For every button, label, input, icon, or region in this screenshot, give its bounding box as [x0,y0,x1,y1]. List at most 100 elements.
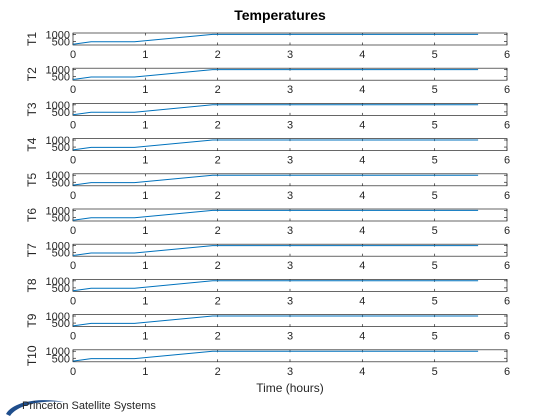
subplot-1-xtick-label: 2 [215,49,221,61]
subplot-10-series-line [72,350,479,362]
subplot-8-xtick-label: 0 [70,295,76,307]
subplot-6-xtick-label: 0 [70,225,76,237]
subplot-3-xtick-label: 6 [504,119,510,131]
subplot-2-xtick-label: 0 [70,84,76,96]
subplot-6-xtick-label: 4 [359,225,365,237]
subplot-1-ytick-label: 1000 [46,29,70,41]
subplot-9-xtick-label: 5 [432,331,438,343]
subplot-9-xtick-label: 1 [142,331,148,343]
subplot-9-xtick-label: 6 [504,331,510,343]
subplot-9-ytick-label: 500 [52,318,70,330]
subplot-6-xtick-label: 2 [215,225,221,237]
subplot-2-ytick-label: 500 [52,72,70,84]
subplot-1-ylabel: T1 [25,32,39,46]
subplot-10-xtick-label: 0 [70,366,76,378]
subplot-2-series-line [72,69,479,80]
subplot-4-xtick-label: 2 [215,155,221,167]
subplot-3-series-line [72,104,479,116]
subplot-5-xtick-label: 0 [70,190,76,202]
subplot-5-xtick-label: 5 [432,190,438,202]
subplot-5-ytick-label: 500 [52,177,70,189]
subplot-8-xtick-label: 1 [142,295,148,307]
subplot-10-xtick-label: 3 [287,366,293,378]
subplot-7-xtick-label: 3 [287,260,293,272]
subplot-3-ylabel: T3 [25,102,39,116]
subplot-4-xtick-label: 5 [432,155,438,167]
subplot-8-xtick-label: 2 [215,295,221,307]
subplot-1-xtick-label: 5 [432,49,438,61]
subplot-7-xtick-label: 0 [70,260,76,272]
subplot-6-xtick-label: 3 [287,225,293,237]
subplot-5-xtick-label: 3 [287,190,293,202]
subplot-1-xtick-label: 4 [359,49,365,61]
subplot-4-ytick-label: 1000 [46,135,70,147]
subplot-4-xtick-label: 3 [287,155,293,167]
subplot-5-ylabel: T5 [25,172,39,186]
subplot-5-xtick-label: 4 [359,190,365,202]
subplot-2-xtick-label: 4 [359,84,365,96]
subplot-5-xtick-label: 6 [504,190,510,202]
subplot-8-xtick-label: 3 [287,295,293,307]
subplot-4-xtick-label: 4 [359,155,365,167]
logo-swoosh-icon [6,400,64,416]
subplot-9-xtick-label: 3 [287,331,293,343]
subplot-3-xtick-label: 1 [142,119,148,131]
subplot-9-ytick-label: 1000 [46,311,70,323]
subplot-1-xtick-label: 3 [287,49,293,61]
subplot-10-ytick-label: 500 [52,353,70,365]
subplot-3-xtick-label: 4 [359,119,365,131]
subplot-10-xtick-label: 1 [142,366,148,378]
subplot-9-xtick-label: 0 [70,331,76,343]
logo-text: Princeton Satellite Systems [22,400,156,412]
subplot-5-xtick-label: 2 [215,190,221,202]
x-axis-label: Time (hours) [256,381,324,395]
subplot-5-ytick-label: 1000 [46,170,70,182]
subplot-5-xtick-label: 1 [142,190,148,202]
subplot-9-series-line [72,315,479,327]
subplot-1-series-line [72,33,479,45]
subplot-1-xtick-label: 1 [142,49,148,61]
subplot-7-ylabel: T7 [25,243,39,257]
subplot-7-xtick-label: 4 [359,260,365,272]
subplot-2-xtick-label: 5 [432,84,438,96]
subplot-6-ytick-label: 1000 [46,205,70,217]
subplot-2-xtick-label: 3 [287,84,293,96]
subplot-7-series-line [72,245,479,256]
subplot-6-series-line [72,209,479,221]
subplot-9-xtick-label: 2 [215,331,221,343]
subplot-3-xtick-label: 2 [215,119,221,131]
subplot-10-xtick-label: 2 [215,366,221,378]
subplot-4-ytick-label: 500 [52,142,70,154]
subplot-7-ytick-label: 500 [52,248,70,260]
subplot-10-xtick-label: 6 [504,366,510,378]
subplot-3-ytick-label: 1000 [46,100,70,112]
subplot-8-xtick-label: 4 [359,295,365,307]
subplot-9-xtick-label: 4 [359,331,365,343]
subplot-3-ytick-label: 500 [52,107,70,119]
subplot-2-ylabel: T2 [25,67,39,81]
subplot-4-ylabel: T4 [25,137,39,151]
subplot-7-xtick-label: 1 [142,260,148,272]
subplot-6-xtick-label: 6 [504,225,510,237]
subplot-10-xtick-label: 5 [432,366,438,378]
subplot-2-xtick-label: 2 [215,84,221,96]
subplot-7-xtick-label: 6 [504,260,510,272]
subplot-4-xtick-label: 0 [70,155,76,167]
subplot-3-xtick-label: 0 [70,119,76,131]
subplot-8-xtick-label: 6 [504,295,510,307]
subplot-3-xtick-label: 3 [287,119,293,131]
subplot-4-series-line [72,139,479,151]
subplot-8-ytick-label: 500 [52,283,70,295]
subplot-5-series-line [72,174,479,186]
subplot-6-ylabel: T6 [25,208,39,222]
subplot-8-xtick-label: 5 [432,295,438,307]
subplot-4-xtick-label: 6 [504,155,510,167]
subplot-1-xtick-label: 6 [504,49,510,61]
subplot-7-xtick-label: 5 [432,260,438,272]
subplot-6-ytick-label: 500 [52,212,70,224]
subplot-7-xtick-label: 2 [215,260,221,272]
subplot-6-xtick-label: 1 [142,225,148,237]
chart-title: Temperatures [234,7,326,23]
subplot-3-xtick-label: 5 [432,119,438,131]
